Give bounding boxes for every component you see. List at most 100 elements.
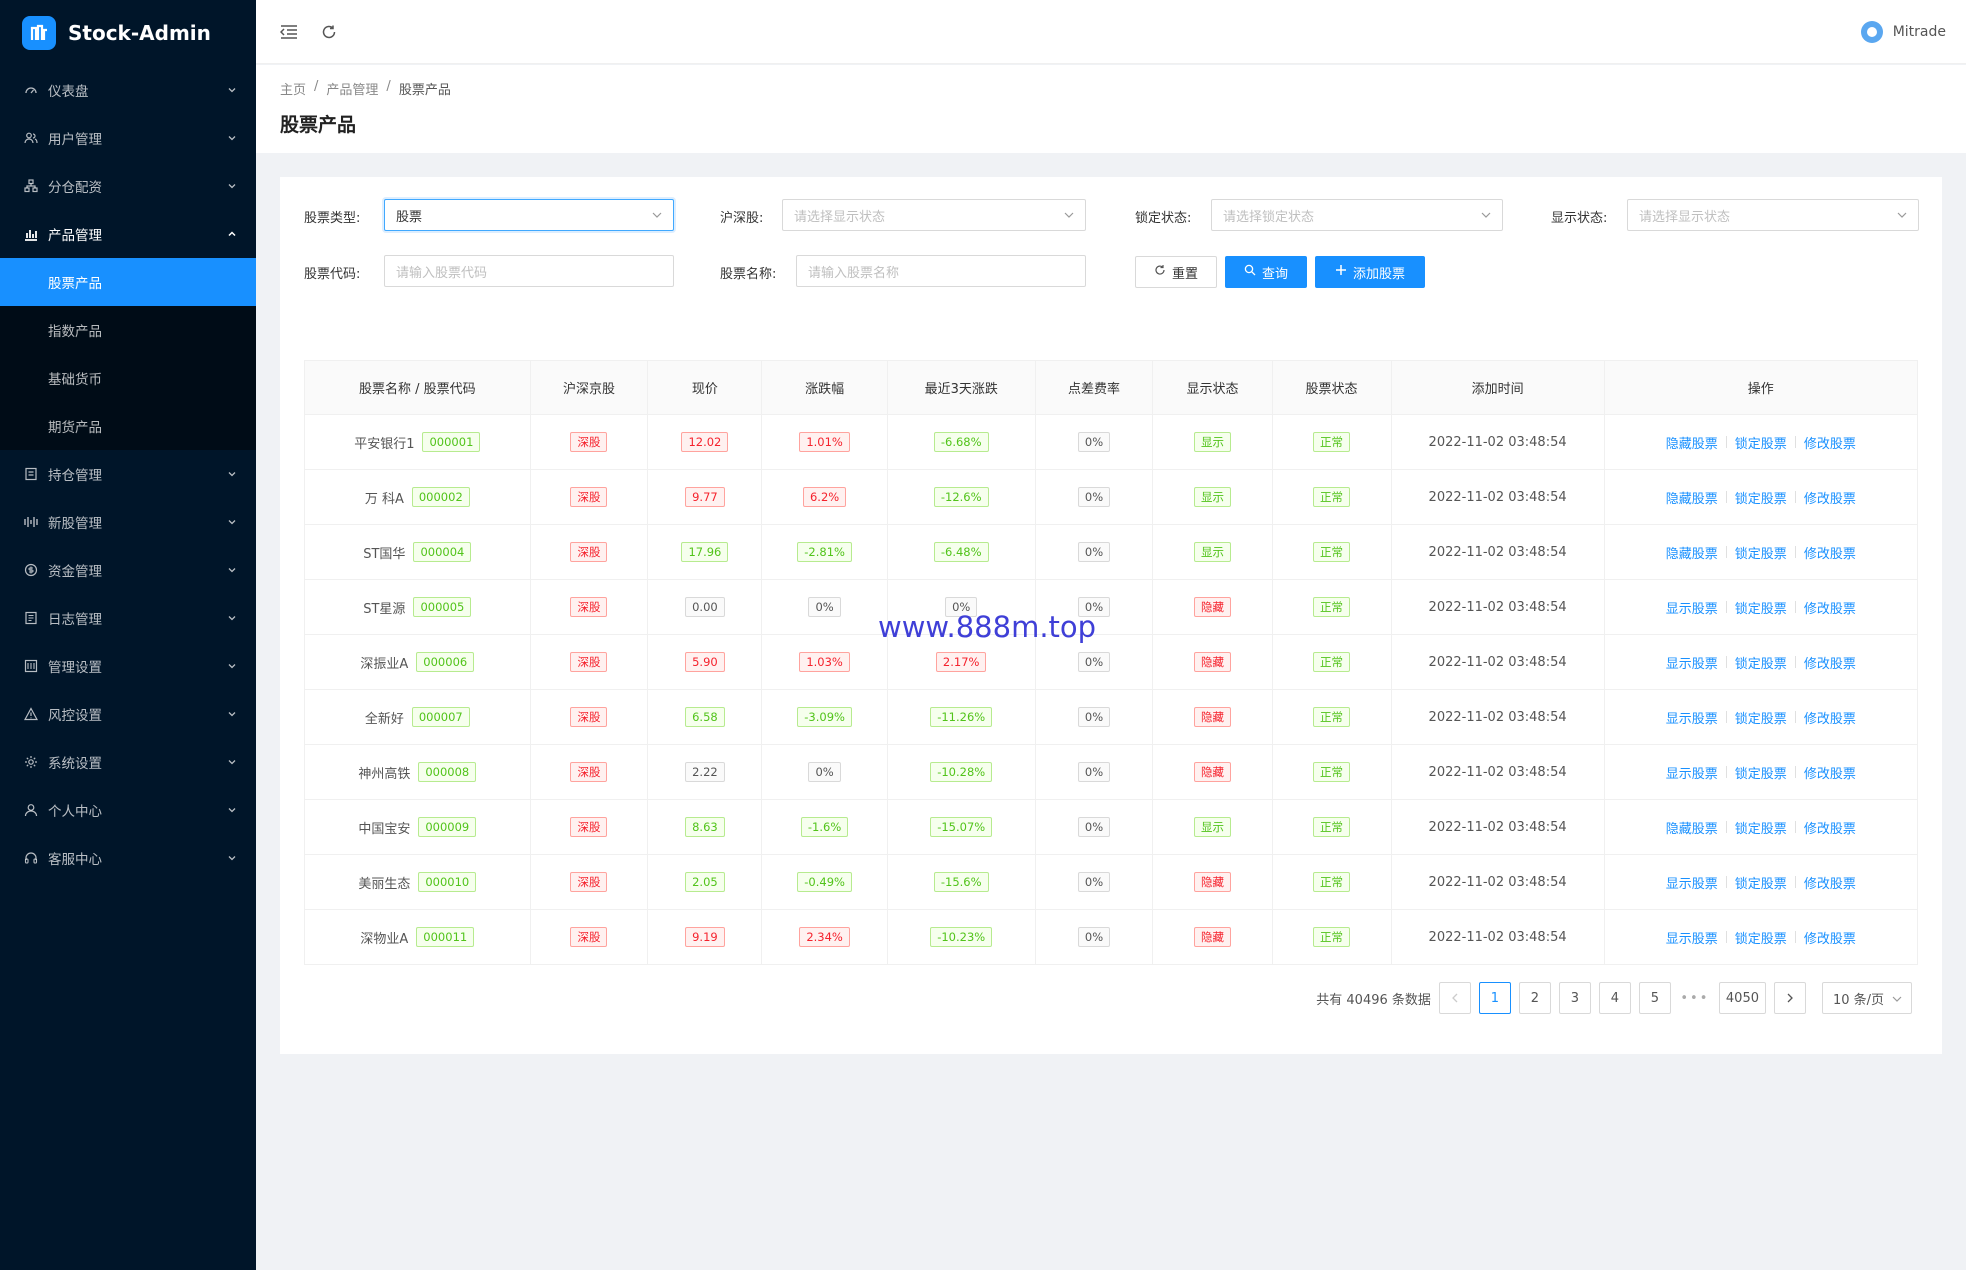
page-last[interactable]: 4050 xyxy=(1718,982,1766,1014)
sidebar-item-dashboard[interactable]: 仪表盘 xyxy=(0,66,256,114)
spread-cell: 0% xyxy=(1034,634,1154,690)
stock-status-tag: 正常 xyxy=(1313,597,1351,617)
show-select[interactable]: 请选择显示状态 xyxy=(1627,199,1919,231)
toggle-visibility-link[interactable]: 隐藏股票 xyxy=(1665,491,1718,507)
user-menu[interactable]: Mitrade xyxy=(1860,0,1946,64)
lock-stock-link[interactable]: 锁定股票 xyxy=(1734,491,1787,507)
toggle-visibility-link[interactable]: 隐藏股票 xyxy=(1665,436,1718,452)
sidebar-item-money[interactable]: 资金管理 xyxy=(0,546,256,594)
sidebar-item-cluster[interactable]: 分仓配资 xyxy=(0,162,256,210)
edit-stock-link[interactable]: 修改股票 xyxy=(1803,491,1856,507)
lock-stock-link[interactable]: 锁定股票 xyxy=(1734,876,1787,892)
query-button[interactable]: 查询 xyxy=(1225,256,1307,288)
page-4[interactable]: 4 xyxy=(1598,982,1631,1014)
add-stock-button[interactable]: 添加股票 xyxy=(1315,256,1425,288)
collapse-menu-icon[interactable] xyxy=(278,21,300,43)
logo[interactable]: Stock-Admin xyxy=(0,0,256,66)
submenu-item[interactable]: 股票产品 xyxy=(0,258,256,306)
watermark: www.888m.top xyxy=(878,610,1097,644)
lock-stock-link[interactable]: 锁定股票 xyxy=(1734,711,1787,727)
page-3[interactable]: 3 xyxy=(1558,982,1591,1014)
edit-stock-link[interactable]: 修改股票 xyxy=(1803,601,1856,617)
page-2[interactable]: 2 xyxy=(1518,982,1551,1014)
price-cell: 9.19 xyxy=(647,909,763,965)
lock-select[interactable]: 请选择锁定状态 xyxy=(1211,199,1503,231)
actions-cell: 显示股票 锁定股票 修改股票 xyxy=(1603,689,1919,745)
show-status-cell: 显示 xyxy=(1152,414,1273,470)
refresh-icon[interactable] xyxy=(318,21,340,43)
stock-status-tag: 正常 xyxy=(1313,542,1351,562)
stock-status-tag: 正常 xyxy=(1313,432,1351,452)
breadcrumb-home[interactable]: 主页 xyxy=(280,83,307,98)
stock-status-cell: 正常 xyxy=(1271,469,1392,525)
submenu-item[interactable]: 指数产品 xyxy=(48,324,102,340)
toggle-visibility-link[interactable]: 显示股票 xyxy=(1665,601,1718,617)
page-5[interactable]: 5 xyxy=(1638,982,1671,1014)
sidebar-item-bar-chart[interactable]: 产品管理 xyxy=(0,210,256,258)
sidebar-item-person[interactable]: 个人中心 xyxy=(0,786,256,834)
three-day-tag: -10.23% xyxy=(930,927,993,947)
lock-stock-link[interactable]: 锁定股票 xyxy=(1734,546,1787,562)
sidebar-item-gear[interactable]: 系统设置 xyxy=(0,738,256,786)
page-1[interactable]: 1 xyxy=(1478,982,1511,1014)
reset-button[interactable]: 重置 xyxy=(1135,256,1217,288)
edit-stock-link[interactable]: 修改股票 xyxy=(1803,876,1856,892)
sidebar-item-log[interactable]: 日志管理 xyxy=(0,594,256,642)
next-page-button[interactable] xyxy=(1774,982,1806,1014)
toggle-visibility-link[interactable]: 隐藏股票 xyxy=(1665,821,1718,837)
submenu-item[interactable]: 基础货币 xyxy=(48,372,102,388)
three-day-tag: 2.17% xyxy=(935,652,987,672)
stock-name: 万 科A xyxy=(364,491,404,507)
name-code-cell: 万 科A 000002 xyxy=(304,469,531,525)
chevron-down-icon xyxy=(226,516,238,528)
sidebar-item-headset[interactable]: 客服中心 xyxy=(0,834,256,882)
sidebar-item-admin[interactable]: 管理设置 xyxy=(0,642,256,690)
lock-stock-link[interactable]: 锁定股票 xyxy=(1734,436,1787,452)
sidebar-item-ipo[interactable]: 新股管理 xyxy=(0,498,256,546)
edit-stock-link[interactable]: 修改股票 xyxy=(1803,931,1856,947)
toggle-visibility-link[interactable]: 显示股票 xyxy=(1665,711,1718,727)
chevron-down-icon xyxy=(226,180,238,192)
chevron-down-icon xyxy=(226,708,238,720)
sidebar-item-users[interactable]: 用户管理 xyxy=(0,114,256,162)
edit-stock-link[interactable]: 修改股票 xyxy=(1803,711,1856,727)
toggle-visibility-link[interactable]: 显示股票 xyxy=(1665,931,1718,947)
toggle-visibility-link[interactable]: 显示股票 xyxy=(1665,656,1718,672)
add-time-cell: 2022-11-02 03:48:54 xyxy=(1390,579,1605,635)
sidebar-item-warning[interactable]: 风控设置 xyxy=(0,690,256,738)
page-size-select[interactable]: 10 条/页 xyxy=(1822,982,1912,1014)
hs-select[interactable]: 请选择显示状态 xyxy=(782,199,1086,231)
stock-status-tag: 正常 xyxy=(1313,707,1351,727)
spread-tag: 0% xyxy=(1077,762,1111,782)
lock-stock-link[interactable]: 锁定股票 xyxy=(1734,766,1787,782)
lock-stock-link[interactable]: 锁定股票 xyxy=(1734,821,1787,837)
edit-stock-link[interactable]: 修改股票 xyxy=(1803,766,1856,782)
edit-stock-link[interactable]: 修改股票 xyxy=(1803,656,1856,672)
name-input[interactable]: 请输入股票名称 xyxy=(796,255,1086,287)
lock-stock-link[interactable]: 锁定股票 xyxy=(1734,601,1787,617)
spread-tag: 0% xyxy=(1077,872,1111,892)
lock-stock-link[interactable]: 锁定股票 xyxy=(1734,931,1787,947)
edit-stock-link[interactable]: 修改股票 xyxy=(1803,546,1856,562)
toggle-visibility-link[interactable]: 隐藏股票 xyxy=(1665,546,1718,562)
edit-stock-link[interactable]: 修改股票 xyxy=(1803,436,1856,452)
edit-stock-link[interactable]: 修改股票 xyxy=(1803,821,1856,837)
toggle-visibility-link[interactable]: 显示股票 xyxy=(1665,766,1718,782)
page-ellipsis[interactable]: ••• xyxy=(1680,990,1710,1006)
sidebar-item-position[interactable]: 持仓管理 xyxy=(0,450,256,498)
toggle-visibility-link[interactable]: 显示股票 xyxy=(1665,876,1718,892)
lock-stock-link[interactable]: 锁定股票 xyxy=(1734,656,1787,672)
code-input[interactable]: 请输入股票代码 xyxy=(384,255,674,287)
divider xyxy=(1794,491,1796,503)
change-cell: 1.03% xyxy=(761,634,888,690)
market-tag: 深股 xyxy=(570,487,608,507)
breadcrumb-product[interactable]: 产品管理 xyxy=(326,83,379,98)
type-select[interactable]: 股票 xyxy=(384,199,674,231)
stock-status-tag: 正常 xyxy=(1313,762,1351,782)
price-tag: 9.77 xyxy=(685,487,725,507)
change-tag: -3.09% xyxy=(797,707,852,727)
breadcrumb-separator: / xyxy=(314,79,319,94)
prev-page-button[interactable] xyxy=(1438,982,1471,1014)
stock-status-cell: 正常 xyxy=(1271,634,1392,690)
submenu-item[interactable]: 期货产品 xyxy=(48,420,102,436)
